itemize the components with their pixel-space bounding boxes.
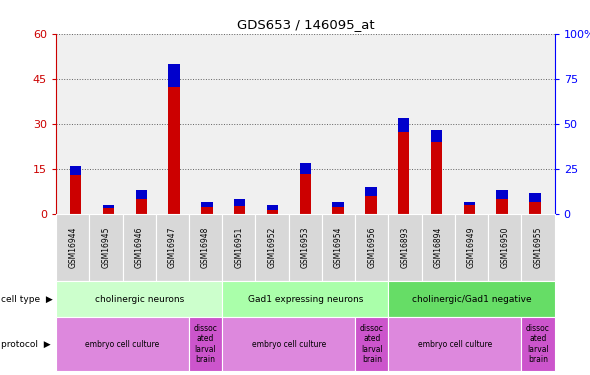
Bar (201, 202, 212, 214)
Bar (398, 118, 409, 132)
Text: GSM16944: GSM16944 (68, 227, 77, 268)
Bar (300, 163, 311, 214)
Bar (168, 64, 180, 87)
Bar (267, 205, 278, 210)
Bar (332, 202, 344, 207)
Bar (136, 190, 147, 199)
Text: GSM16954: GSM16954 (334, 227, 343, 268)
Bar (431, 130, 442, 214)
Text: GSM16945: GSM16945 (101, 227, 110, 268)
Text: GSM16947: GSM16947 (168, 227, 177, 268)
Text: cholinergic neurons: cholinergic neurons (94, 295, 183, 304)
Text: embryo cell culture: embryo cell culture (418, 340, 492, 349)
Bar (234, 199, 245, 214)
Bar (464, 202, 475, 214)
Bar (529, 193, 540, 202)
Bar (496, 190, 508, 199)
Text: GSM16948: GSM16948 (201, 227, 210, 268)
Bar (300, 163, 311, 174)
Text: protocol  ▶: protocol ▶ (1, 340, 50, 349)
Bar (398, 118, 409, 214)
Text: cholinergic/Gad1 negative: cholinergic/Gad1 negative (412, 295, 532, 304)
Text: dissoc
ated
larval
brain: dissoc ated larval brain (194, 324, 218, 364)
Text: embryo cell culture: embryo cell culture (251, 340, 326, 349)
Text: GSM16956: GSM16956 (368, 227, 376, 268)
Bar (332, 202, 344, 214)
Bar (464, 202, 475, 206)
Bar (234, 199, 245, 206)
Bar (529, 193, 540, 214)
Text: GSM16894: GSM16894 (434, 227, 442, 268)
Bar (70, 166, 81, 214)
Text: GSM16953: GSM16953 (301, 227, 310, 268)
Text: GSM16893: GSM16893 (401, 227, 409, 268)
Text: GSM16952: GSM16952 (268, 227, 277, 268)
Bar (136, 190, 147, 214)
Text: GSM16949: GSM16949 (467, 227, 476, 268)
Title: GDS653 / 146095_at: GDS653 / 146095_at (237, 18, 374, 31)
Bar (201, 202, 212, 207)
Text: Gad1 expressing neurons: Gad1 expressing neurons (248, 295, 363, 304)
Bar (365, 187, 376, 214)
Bar (431, 130, 442, 142)
Text: GSM16946: GSM16946 (135, 227, 143, 268)
Bar (70, 166, 81, 175)
Text: dissoc
ated
larval
brain: dissoc ated larval brain (360, 324, 384, 364)
Bar (103, 205, 114, 214)
Text: embryo cell culture: embryo cell culture (86, 340, 160, 349)
Bar (267, 205, 278, 214)
Text: dissoc
ated
larval
brain: dissoc ated larval brain (526, 324, 550, 364)
Text: GSM16951: GSM16951 (234, 227, 243, 268)
Bar (496, 190, 508, 214)
Text: GSM16955: GSM16955 (533, 227, 542, 268)
Text: cell type  ▶: cell type ▶ (1, 295, 53, 304)
Bar (168, 64, 180, 214)
Bar (365, 187, 376, 196)
Bar (103, 205, 114, 209)
Text: GSM16950: GSM16950 (500, 227, 509, 268)
